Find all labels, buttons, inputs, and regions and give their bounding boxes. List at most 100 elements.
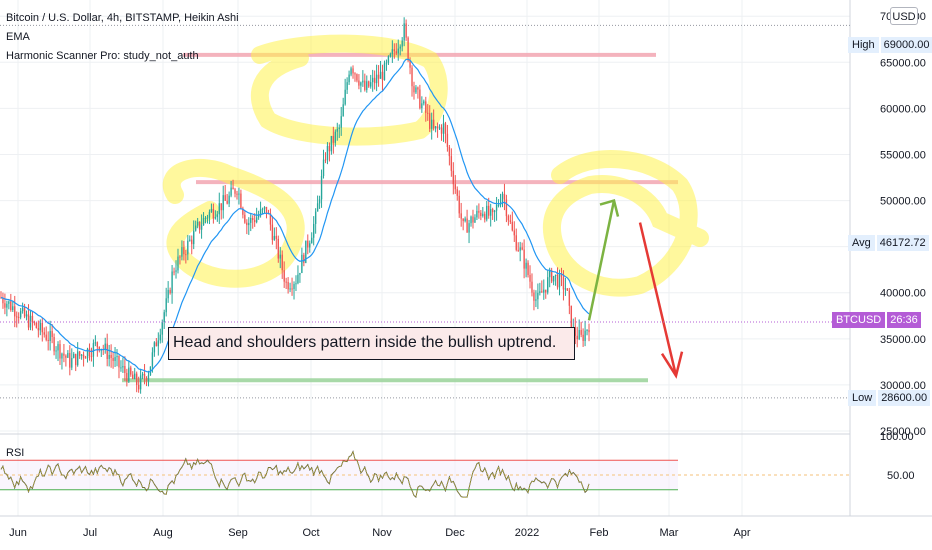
candle-body (84, 357, 87, 359)
candle (108, 344, 110, 367)
candle (80, 353, 83, 360)
candle (19, 307, 22, 320)
candle-body (332, 135, 335, 143)
candle (179, 255, 181, 265)
candle-body (159, 334, 161, 341)
candle (147, 370, 150, 387)
candle (224, 185, 226, 201)
candle-body (344, 89, 346, 105)
candle-body (393, 49, 396, 52)
candle-body (545, 289, 547, 293)
candle-body (482, 213, 484, 217)
candle (55, 346, 57, 359)
candle-body (436, 126, 439, 129)
x-tick-label: Feb (590, 527, 609, 539)
candle (519, 241, 521, 262)
candle-body (53, 337, 55, 352)
candle (456, 186, 458, 201)
candle (556, 267, 559, 290)
candle (586, 329, 588, 336)
candle-body (130, 367, 132, 375)
last-price-tag[interactable]: BTCUSD 26:36 (832, 312, 921, 328)
candle-body (360, 82, 362, 86)
candle (531, 273, 533, 297)
candle-body (318, 199, 321, 204)
candle (395, 43, 397, 56)
candle (173, 267, 175, 276)
candle (574, 317, 576, 345)
candle (307, 234, 309, 255)
indicator-harmonic-label[interactable]: Harmonic Scanner Pro: study_not_auth (6, 50, 199, 62)
candle (397, 39, 399, 61)
candle (480, 210, 482, 221)
candle-body (507, 216, 510, 221)
candle (427, 104, 429, 121)
candle-body (576, 335, 578, 340)
candle-body (550, 270, 553, 282)
candle (371, 69, 374, 92)
pattern-annotation[interactable]: Head and shoulders pattern inside the bu… (168, 327, 575, 360)
candle (442, 114, 445, 142)
candle-body (212, 208, 215, 219)
candle-body (169, 289, 171, 294)
candle-body (167, 289, 169, 299)
candle (342, 97, 344, 117)
candle-body (110, 354, 112, 358)
candle (153, 341, 156, 357)
candle-body (342, 104, 344, 117)
candle-body (224, 195, 226, 201)
candle (185, 249, 187, 264)
currency-button[interactable]: USD (890, 7, 918, 25)
candle-body (312, 223, 315, 238)
candle (82, 351, 85, 367)
candle-body (488, 205, 490, 216)
y-tick-label: 25000.00 (880, 426, 926, 438)
y-tick-label: 55000.00 (880, 149, 926, 161)
candle-body (31, 315, 34, 323)
indicator-ema-label[interactable]: EMA (6, 31, 30, 43)
candle-body (33, 322, 36, 324)
candle (175, 260, 177, 279)
candle-body (501, 193, 504, 204)
candle (311, 232, 313, 244)
candle-body (27, 314, 30, 328)
candle-body (326, 145, 329, 160)
candle-body (216, 214, 219, 218)
candle (104, 337, 106, 354)
candle (114, 346, 116, 367)
candle (324, 152, 327, 164)
candle-body (474, 217, 476, 223)
candle (285, 277, 287, 289)
candle-body (82, 354, 85, 358)
candle-body (189, 239, 191, 241)
candle-body (57, 344, 59, 351)
right-shoulder-highlight (542, 150, 709, 297)
avg-price-tag: Avg 46172.72 (848, 235, 929, 251)
candle (84, 355, 87, 359)
candle (484, 211, 486, 223)
candle (23, 303, 26, 319)
candle-body (35, 323, 38, 329)
candle (198, 221, 201, 234)
candle (381, 64, 384, 91)
candle (513, 221, 515, 242)
candle-body (88, 348, 91, 357)
candle (2, 292, 4, 309)
ema-line (0, 58, 590, 373)
candle-body (222, 195, 224, 211)
candle (529, 265, 531, 289)
candle-body (277, 238, 279, 259)
candle (472, 209, 474, 229)
candle-body (259, 209, 262, 216)
candle-body (470, 216, 472, 224)
candle-body (49, 331, 51, 341)
candle-body (354, 73, 356, 75)
candle-body (263, 206, 266, 209)
candle-body (574, 326, 576, 336)
candle (126, 368, 128, 387)
candle (96, 341, 99, 357)
candle (210, 203, 213, 213)
candle (177, 248, 179, 274)
